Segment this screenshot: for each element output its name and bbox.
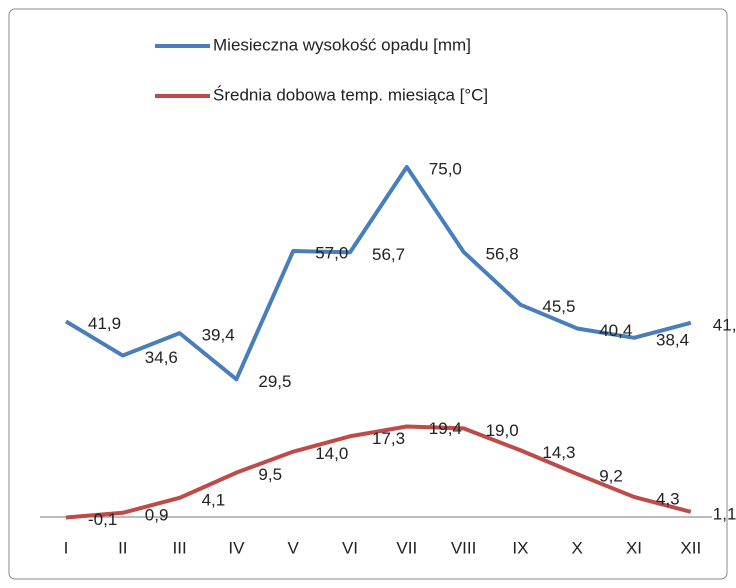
- series-line: [65, 424, 692, 520]
- data-label: -0,1: [88, 510, 117, 529]
- x-tick-label: X: [572, 538, 583, 557]
- data-label: 38,4: [656, 330, 689, 349]
- data-label: 1,1: [713, 504, 736, 523]
- x-tick-label: XI: [626, 538, 642, 557]
- data-label: 41,6: [713, 315, 736, 334]
- data-label: 9,2: [599, 467, 623, 486]
- data-label: 4,3: [656, 489, 680, 508]
- data-label: 4,1: [202, 490, 226, 509]
- x-tick-label: IV: [228, 538, 245, 557]
- x-tick-label: I: [64, 538, 69, 557]
- data-label: 14,0: [315, 444, 348, 463]
- series-line: [64, 165, 692, 382]
- x-tick-label: IX: [512, 538, 528, 557]
- data-label: 29,5: [258, 372, 291, 391]
- x-tick-label: VI: [342, 538, 358, 557]
- data-label: 0,9: [145, 505, 169, 524]
- x-tick-label: XII: [680, 538, 701, 557]
- data-label: 75,0: [429, 159, 462, 178]
- data-label: 41,9: [88, 314, 121, 333]
- data-label: 9,5: [258, 465, 282, 484]
- x-tick-label: VII: [396, 538, 417, 557]
- data-label: 19,4: [429, 419, 462, 438]
- data-label: 17,3: [372, 429, 405, 448]
- x-tick-label: V: [288, 538, 300, 557]
- legend-label: Średnia dobowa temp. miesiąca [°C]: [213, 85, 488, 104]
- data-label: 19,0: [486, 421, 519, 440]
- data-label: 14,3: [542, 443, 575, 462]
- x-tick-label: II: [118, 538, 127, 557]
- data-label: 45,5: [542, 297, 575, 316]
- chart-border: [8, 8, 728, 580]
- data-label: 34,6: [145, 348, 178, 367]
- legend-label: Miesieczna wysokość opadu [mm]: [213, 35, 471, 54]
- x-tick-label: III: [173, 538, 187, 557]
- data-label: 56,7: [372, 245, 405, 264]
- data-label: 56,8: [486, 244, 519, 263]
- data-label: 39,4: [202, 326, 235, 345]
- data-label: 40,4: [599, 321, 632, 340]
- x-tick-label: VIII: [451, 538, 477, 557]
- data-label: 57,0: [315, 243, 348, 262]
